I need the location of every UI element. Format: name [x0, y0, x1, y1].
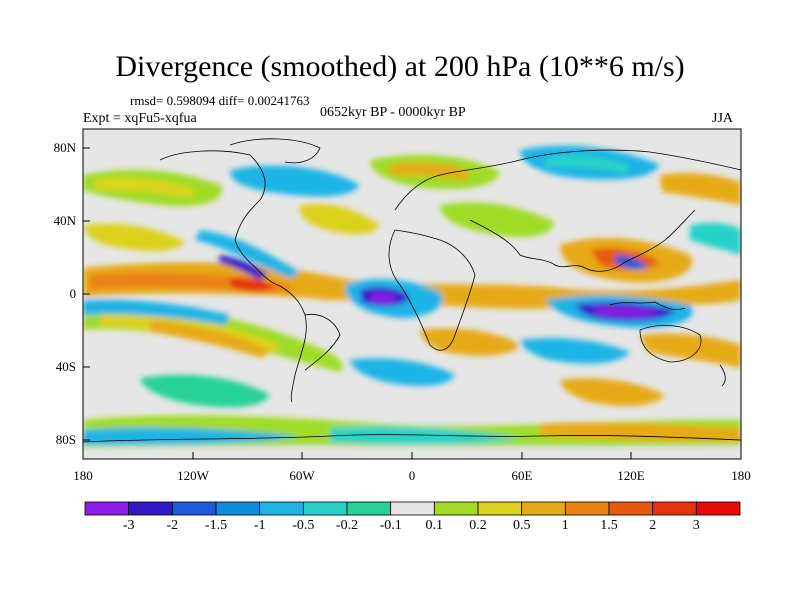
colorbar-label: 3 — [692, 518, 700, 533]
coastline-maritime-continent — [609, 301, 686, 310]
field-region — [299, 203, 380, 235]
lon-label: 60W — [289, 468, 315, 483]
colorbar-label: -1.5 — [204, 518, 228, 533]
colorbar-box — [477, 501, 523, 516]
colorbar-label: -0.2 — [335, 518, 359, 533]
colorbar-label: 1 — [561, 518, 569, 533]
field-region — [350, 358, 455, 386]
coastline-south-america-east — [304, 313, 341, 371]
field-region — [615, 255, 648, 270]
lat-label: 80N — [53, 140, 76, 155]
field-region — [83, 299, 230, 325]
colorbar-box — [652, 501, 697, 516]
colorbar-box — [84, 501, 130, 516]
coastline-north-america — [159, 150, 281, 287]
coastlines — [83, 138, 741, 443]
lat-label: 80S — [55, 432, 76, 447]
lat-label: 40S — [55, 359, 76, 374]
field-region — [690, 222, 741, 255]
field-region — [390, 162, 470, 180]
colorbar-box — [171, 501, 217, 516]
colorbar-box — [346, 501, 392, 516]
map-title: Divergence (smoothed) at 200 hPa (10**6 … — [115, 50, 685, 83]
field-region — [140, 374, 270, 408]
field-region — [540, 422, 741, 442]
field-region — [590, 306, 660, 317]
lat-label: 40N — [53, 213, 76, 228]
field-region — [330, 426, 520, 445]
field-region — [545, 155, 630, 174]
colorbar-box — [215, 501, 261, 516]
coastline-antarctica — [83, 434, 741, 443]
colorbar-box — [302, 501, 348, 516]
rmsd-diff-stats: rmsd= 0.598094 diff= 0.00241763 — [130, 93, 310, 108]
coastline-new-zealand — [719, 364, 726, 387]
field-region — [150, 320, 270, 358]
lon-label: 0 — [408, 468, 416, 483]
colorbar-label: 2 — [649, 518, 657, 533]
field-region — [370, 292, 398, 303]
colorbar-box — [259, 501, 304, 516]
axis-ticks — [83, 147, 632, 459]
field-region — [440, 202, 555, 238]
field-region — [83, 427, 300, 445]
colorbar-box — [695, 501, 741, 516]
lon-label: 120E — [617, 468, 645, 483]
lon-label: 120W — [177, 468, 209, 483]
field-region — [640, 333, 741, 368]
colorbar-box — [521, 501, 566, 516]
colorbar-label: 1.5 — [600, 518, 618, 533]
season-label: JJA — [712, 111, 734, 126]
coastline-africa — [388, 229, 476, 351]
colorbar-label: -0.1 — [379, 518, 402, 533]
field-region — [218, 255, 268, 280]
colorbar-box — [608, 501, 654, 516]
lat-label: 0 — [69, 286, 77, 301]
coastline-south-america — [279, 285, 307, 403]
field-region — [520, 338, 630, 364]
coastline-australia — [639, 325, 702, 363]
lon-label: 180 — [73, 468, 93, 483]
colorbar-label: -3 — [122, 518, 135, 533]
experiment-label: Expt = xqFu5-xqfua — [83, 111, 197, 126]
time-period-label: 0652kyr BP - 0000kyr BP — [320, 105, 466, 120]
colorbar-label: 0.5 — [512, 518, 531, 533]
coastline-eurasia-north — [394, 149, 741, 211]
colorbar-label: -1 — [253, 518, 266, 533]
colorbar-label: 0.1 — [425, 518, 444, 533]
colorbar-label: -0.5 — [292, 518, 315, 533]
colorbar-label: 0.2 — [469, 518, 487, 533]
field-region — [230, 277, 275, 292]
field-region — [95, 178, 195, 198]
field-region — [195, 230, 300, 278]
colorbar-box — [564, 501, 610, 516]
colorbar-box — [128, 501, 173, 516]
field-region — [560, 378, 665, 406]
colorbar — [84, 501, 741, 516]
divergence-field — [83, 129, 741, 459]
colorbar-box — [433, 501, 479, 516]
lon-label: 60E — [511, 468, 533, 483]
lon-label: 180 — [731, 468, 751, 483]
coastline-greenland — [229, 138, 321, 164]
field-region — [660, 172, 741, 205]
coastline-eurasia-south — [469, 209, 696, 272]
field-region — [230, 165, 360, 197]
colorbar-box — [390, 501, 435, 516]
field-region — [83, 223, 185, 252]
colorbar-label: -2 — [166, 518, 179, 533]
